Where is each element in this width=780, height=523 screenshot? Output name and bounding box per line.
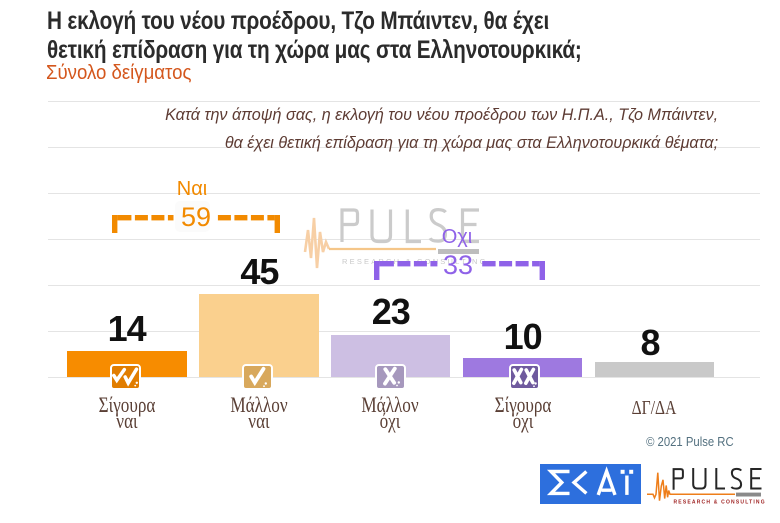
svg-text:RESEARCH & CONSULTING: RESEARCH & CONSULTING	[342, 257, 488, 266]
svg-text:RESEARCH & CONSULTING: RESEARCH & CONSULTING	[674, 500, 766, 506]
